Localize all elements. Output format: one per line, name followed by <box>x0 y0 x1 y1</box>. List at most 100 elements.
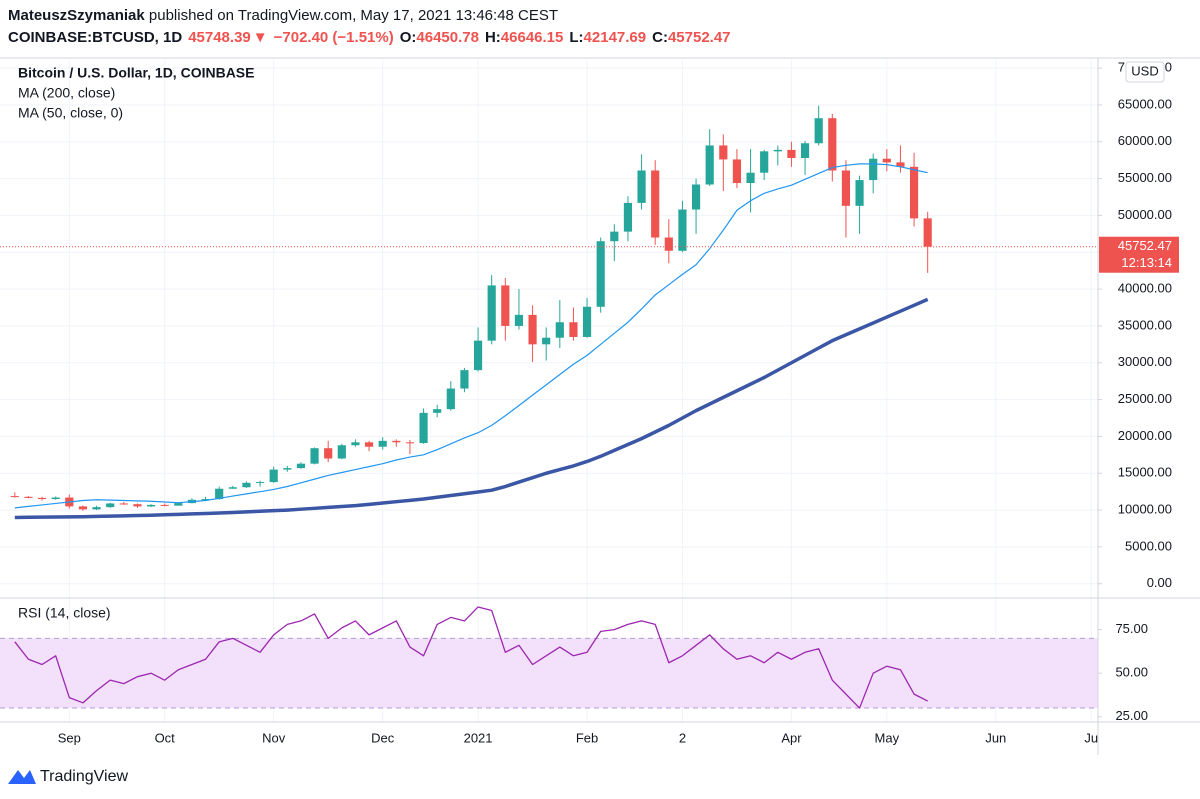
arrow: ▼ <box>253 29 268 46</box>
y-tick-label: 5000.00 <box>1125 538 1172 553</box>
candle-body <box>664 237 673 251</box>
candle-body <box>351 442 360 446</box>
candle-body <box>582 306 592 337</box>
candle-body <box>160 504 169 506</box>
candle-body <box>106 503 115 508</box>
candle-body <box>473 340 483 371</box>
candle-body <box>269 469 278 483</box>
candle-body <box>24 496 33 498</box>
candle-body <box>555 322 564 338</box>
candle-body <box>310 448 319 464</box>
chart-title: Bitcoin / U.S. Dollar, 1D, COINBASE <box>18 65 254 81</box>
candle-body <box>174 503 183 506</box>
candle-body <box>909 166 919 219</box>
y-tick-label: 15000.00 <box>1118 465 1172 480</box>
candle-body <box>814 118 823 144</box>
published: published on TradingView.com, May 17, 20… <box>145 7 558 24</box>
candle-body <box>324 448 333 459</box>
candle-body <box>92 507 101 510</box>
currency[interactable]: USD <box>1131 63 1158 78</box>
candle-body <box>828 118 837 171</box>
candle-body <box>215 488 224 500</box>
candle-body <box>869 158 878 181</box>
symbol-line: COINBASE:BTCUSD, 1D 45748.39 ▼ −702.40 (−1.… <box>8 29 731 46</box>
candle-body <box>787 149 796 158</box>
candle-body <box>623 202 633 232</box>
candle-body <box>896 162 905 167</box>
candle-body <box>51 497 60 500</box>
candle-body <box>637 170 646 203</box>
candle-body <box>364 442 374 447</box>
x-tick-label: Dec <box>371 730 395 745</box>
brand: TradingView <box>40 768 128 785</box>
candle-body <box>773 149 782 152</box>
candle-body <box>610 231 619 242</box>
x-tick-label: Oct <box>155 730 176 745</box>
candle-body <box>855 180 864 206</box>
y-tick-label: 55000.00 <box>1118 170 1172 185</box>
candle-body <box>146 504 156 507</box>
x-tick-label: Sep <box>58 730 81 745</box>
symbol: COINBASE:BTCUSD, 1D <box>8 29 182 46</box>
y-tick-label: 25.00 <box>1115 708 1148 723</box>
y-tick-label: 25000.00 <box>1118 391 1172 406</box>
candle-body <box>392 440 401 443</box>
ohlc-key: O: <box>400 29 417 46</box>
rsi-title: RSI (14, close) <box>18 605 111 621</box>
candle-body <box>542 337 551 345</box>
rsi-band <box>0 638 1098 709</box>
x-tick-label: Feb <box>576 730 598 745</box>
plot-layer: 0.005000.0010000.0015000.0020000.0025000… <box>0 60 1179 745</box>
y-tick-label: 40000.00 <box>1118 281 1172 296</box>
ohlc-key: C: <box>652 29 668 46</box>
candle-body <box>433 409 442 413</box>
x-tick-label: Apr <box>781 730 802 745</box>
candle-body <box>37 497 47 500</box>
candle-body <box>651 170 660 238</box>
candle-body <box>78 506 88 510</box>
price-tag-value: 45752.47 <box>1118 238 1172 253</box>
candle-body <box>596 241 605 307</box>
candle-body <box>228 487 237 489</box>
header-line: MateuszSzymaniak published on TradingVie… <box>8 7 558 24</box>
candle-body <box>283 468 292 470</box>
candle-body <box>10 496 19 498</box>
ohlc-value: 46646.15 <box>501 29 564 46</box>
candle-body <box>501 285 510 326</box>
y-tick-label: 50000.00 <box>1118 207 1172 222</box>
y-tick-label: 75.00 <box>1115 621 1148 636</box>
x-tick-label: 2 <box>679 730 686 745</box>
currency-box[interactable] <box>1125 61 1165 83</box>
candle-body <box>746 172 755 184</box>
y-tick-label: 20000.00 <box>1118 428 1172 443</box>
y-tick-label: 10000.00 <box>1118 502 1172 517</box>
candle-body <box>337 445 346 459</box>
x-tick-label: 2021 <box>464 730 493 745</box>
legend-entry: MA (50, close, 0) <box>18 105 123 121</box>
author: MateuszSzymaniak <box>8 7 145 24</box>
price-tag-countdown: 12:13:14 <box>1121 255 1172 270</box>
candle-body <box>923 218 932 247</box>
y-tick-label: 30000.00 <box>1118 354 1172 369</box>
candle-body <box>487 285 496 341</box>
candle-body <box>378 440 387 447</box>
x-tick-label: May <box>875 730 900 745</box>
x-tick-label: Jun <box>985 730 1006 745</box>
candle-body <box>119 503 128 505</box>
ohlc-value: 42147.69 <box>584 29 647 46</box>
ohlc-key: H: <box>485 29 501 46</box>
candle-body <box>133 504 142 507</box>
ma-line <box>14 297 929 520</box>
price-tag <box>1099 236 1179 273</box>
legend-entry: MA (200, close) <box>18 85 115 101</box>
x-tick-label: Ju <box>1084 730 1098 745</box>
logo: TradingView <box>8 768 128 785</box>
ohlc-value: 46450.78 <box>416 29 479 46</box>
ohlc-key: L: <box>569 29 583 46</box>
change: −702.40 (−1.51%) <box>274 29 394 46</box>
rsi-line <box>14 606 928 709</box>
y-tick-label: 60000.00 <box>1118 133 1172 148</box>
candle-body <box>405 442 415 444</box>
y-tick-label: 0.00 <box>1147 575 1172 590</box>
